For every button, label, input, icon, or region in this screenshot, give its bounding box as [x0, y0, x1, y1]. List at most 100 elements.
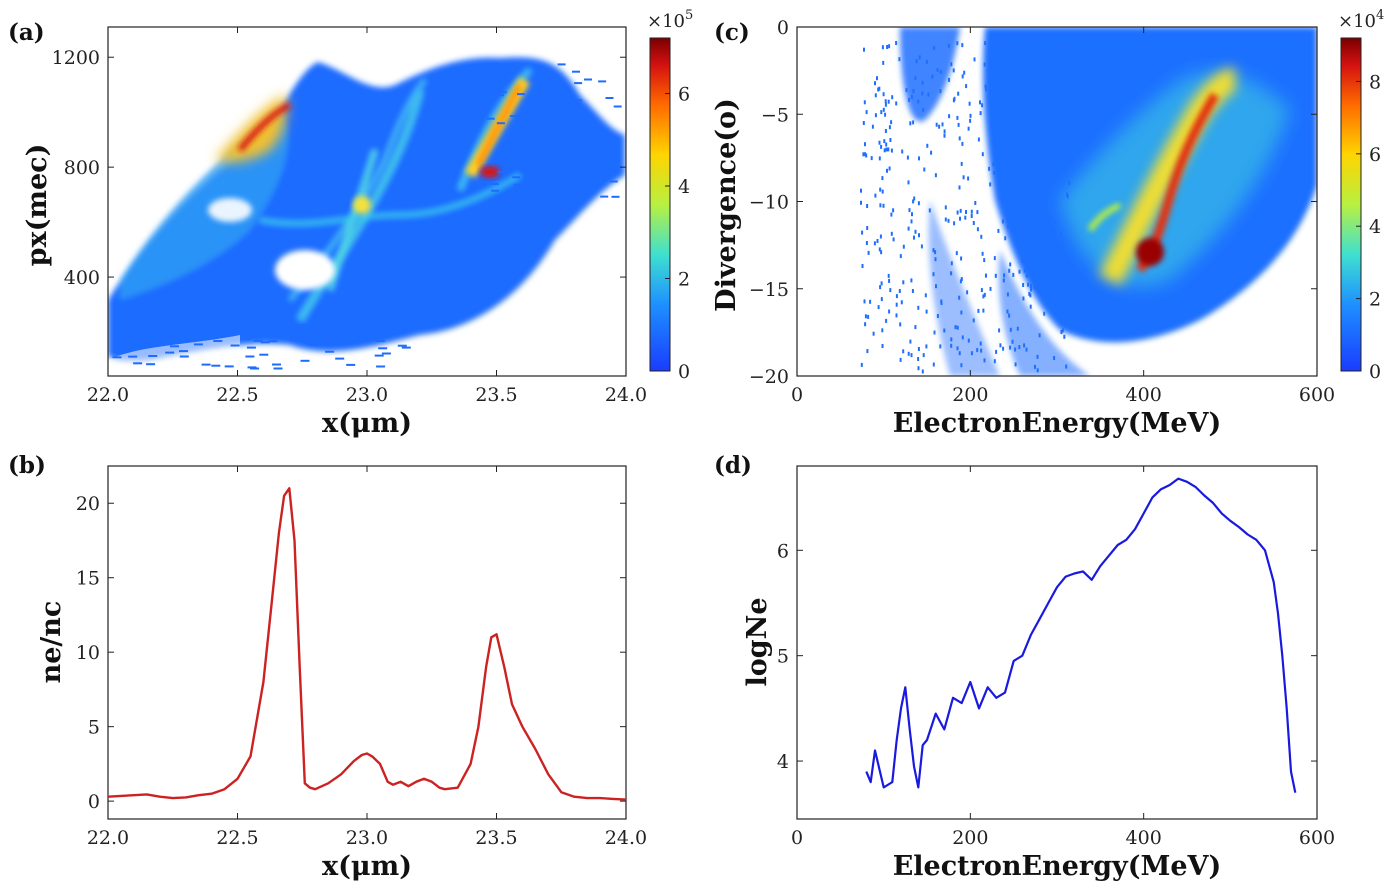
- panel-a-speckle: [241, 338, 251, 341]
- panel-c-speckle: [1029, 293, 1032, 298]
- panel-c-speckle: [1059, 140, 1062, 145]
- panel-c-speckle: [925, 59, 928, 64]
- panel-c-speckle: [1039, 206, 1042, 211]
- panel-c-speckle: [1014, 202, 1017, 207]
- panel-d-xlabel: ElectronEnergy(MeV): [893, 851, 1222, 882]
- panel-c-speckle: [1052, 155, 1055, 160]
- panel-a-speckle: [213, 331, 223, 334]
- panel-c-speckle: [983, 62, 986, 67]
- panel-c-speckle: [983, 358, 986, 363]
- panel-c-speckle: [928, 208, 931, 213]
- panel-c-speckle: [880, 297, 883, 302]
- panel-c-speckle: [914, 325, 917, 330]
- panel-c-speckle: [1016, 97, 1019, 101]
- panel-c-speckle: [1059, 148, 1062, 153]
- panel-a-speckle: [146, 363, 156, 366]
- panel-c-speckle: [1002, 346, 1005, 351]
- panel-a-cb-tick-label: 6: [678, 84, 690, 106]
- panel-d-label: (d): [714, 452, 752, 479]
- panel-a-speckle: [231, 325, 240, 328]
- panel-c-speckle: [922, 353, 925, 358]
- panel-c-label: (c): [714, 19, 750, 46]
- panel-c-speckle: [906, 155, 909, 160]
- panel-c-speckle: [860, 362, 863, 367]
- panel-c-speckle: [926, 143, 929, 148]
- panel-c-speckle: [1038, 287, 1041, 292]
- panel-c-speckle: [911, 289, 914, 293]
- panel-a-speckle: [579, 157, 587, 160]
- panel-c-speckle: [1004, 98, 1007, 103]
- panel-a-speckle: [159, 320, 169, 322]
- panel-c-speckle: [888, 278, 891, 283]
- panel-c-speckle: [1004, 236, 1007, 241]
- panel-c-speckle: [1002, 219, 1004, 224]
- panel-c-speckle: [989, 60, 992, 65]
- panel-c-speckle: [993, 256, 996, 261]
- panel-a-speckle: [605, 97, 614, 99]
- panel-c-speckle: [988, 79, 991, 84]
- panel-c-speckle: [917, 305, 920, 310]
- panel-c-speckle: [1021, 202, 1023, 207]
- panel-a-speckle: [525, 110, 534, 112]
- panel-c-speckle: [918, 233, 920, 238]
- panel-c-speckle: [941, 122, 944, 127]
- panel-c-speckle: [965, 210, 967, 214]
- panel-c-speckle: [911, 212, 913, 217]
- panel-c-speckle: [1009, 327, 1012, 332]
- panel-c-speckle: [907, 351, 910, 356]
- panel-c-speckle: [1043, 311, 1046, 316]
- panel-c-speckle: [936, 67, 939, 72]
- panel-c-speckle: [864, 322, 867, 327]
- panel-a-speckle: [541, 129, 550, 132]
- panel-a-speckle: [562, 117, 571, 120]
- panel-c-xtick-label: 400: [1126, 384, 1162, 406]
- panel-c-speckle: [922, 107, 925, 112]
- panel-a-speckle: [242, 323, 252, 326]
- panel-c-speckle: [884, 129, 887, 133]
- panel-c-speckle: [947, 218, 950, 223]
- panel-b-ytick-label: 10: [76, 642, 100, 664]
- panel-c-speckle: [933, 330, 936, 335]
- panel-c-speckle: [1030, 287, 1033, 292]
- panel-a-speckle: [555, 176, 564, 179]
- panel-c-speckle: [961, 141, 964, 146]
- panel-c-speckle: [917, 357, 920, 361]
- panel-c-speckle: [938, 124, 941, 129]
- panel-a-speckle: [118, 348, 128, 351]
- panel-c-speckle: [970, 209, 973, 214]
- panel-a-speckle: [397, 344, 407, 347]
- panel-c-speckle: [895, 302, 898, 307]
- panel-a-speckle: [346, 363, 356, 366]
- panel-c-speckle: [899, 322, 902, 327]
- panel-a-speckle: [517, 93, 525, 96]
- panel-c-speckle: [895, 313, 898, 318]
- panel-c-speckle: [1067, 45, 1070, 50]
- panel-a-speckle: [586, 151, 595, 154]
- panel-c-speckle: [1032, 120, 1035, 125]
- panel-b-xtick-label: 24.0: [605, 827, 647, 849]
- panel-c-speckle: [1009, 345, 1012, 350]
- panel-c-speckle: [1027, 268, 1030, 273]
- panel-c-speckle: [1006, 292, 1009, 297]
- panel-c-speckle: [939, 344, 942, 349]
- panel-a-speckle: [268, 340, 278, 343]
- panel-c-speckle: [1034, 238, 1037, 243]
- panel-a-speckle: [499, 91, 507, 94]
- panel-a-speckle: [492, 198, 501, 201]
- panel-c-speckle: [1050, 304, 1053, 309]
- panel-a-speckle: [272, 363, 281, 366]
- panel-c-speckle: [1023, 343, 1026, 348]
- panel-c-speckle: [1019, 62, 1021, 66]
- panel-c-speckle: [888, 309, 891, 314]
- panel-c-speckle: [899, 357, 902, 362]
- panel-c-speckle: [888, 44, 891, 49]
- panel-c-speckle: [1005, 84, 1008, 89]
- panel-c-speckle: [1026, 45, 1029, 50]
- panel-c-cb-tick-label: 8: [1369, 71, 1381, 93]
- panel-c-speckle: [880, 250, 883, 255]
- panel-c-speckle: [1057, 89, 1060, 94]
- panel-c-speckle: [861, 230, 864, 235]
- panel-c-speckle: [952, 68, 955, 73]
- panel-a-speckle: [133, 362, 143, 365]
